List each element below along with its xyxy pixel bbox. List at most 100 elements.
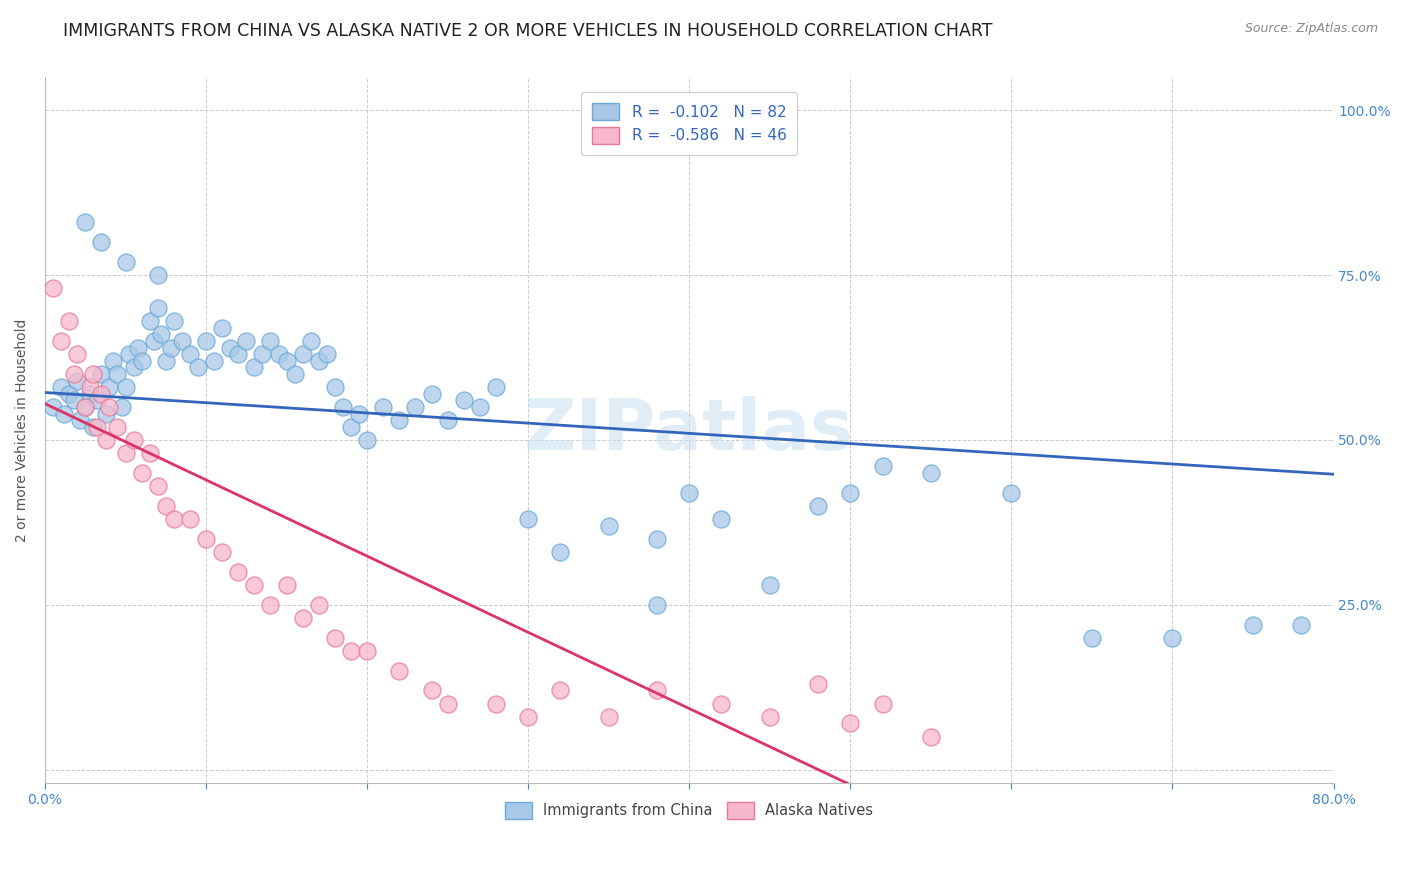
Point [49, 380, 72, 394]
Point [807, 677, 830, 691]
Point [920, 466, 942, 480]
Point [550, 683, 572, 698]
Text: IMMIGRANTS FROM CHINA VS ALASKA NATIVE 2 OR MORE VEHICLES IN HOUSEHOLD CORRELATI: IMMIGRANTS FROM CHINA VS ALASKA NATIVE 2… [63, 22, 993, 40]
Point [86, 419, 108, 434]
Point [259, 334, 281, 348]
Point [323, 380, 346, 394]
Point [98, 380, 121, 394]
Point [517, 512, 540, 526]
Legend: Immigrants from China, Alaska Natives: Immigrants from China, Alaska Natives [499, 797, 879, 825]
Point [58, 386, 80, 401]
Point [710, 697, 733, 711]
Point [226, 347, 249, 361]
Point [107, 419, 129, 434]
Text: Source: ZipAtlas.com: Source: ZipAtlas.com [1244, 22, 1378, 36]
Point [356, 433, 378, 447]
Point [485, 380, 508, 394]
Point [131, 354, 153, 368]
Point [155, 354, 177, 368]
Point [195, 334, 218, 348]
Point [226, 565, 249, 579]
Point [645, 683, 668, 698]
Point [63, 367, 86, 381]
Point [146, 301, 169, 315]
Point [332, 400, 354, 414]
Point [122, 360, 145, 375]
Point [211, 321, 233, 335]
Point [291, 611, 314, 625]
Point [96, 407, 118, 421]
Point [146, 268, 169, 282]
Point [243, 360, 266, 375]
Point [79, 380, 101, 394]
Point [678, 485, 700, 500]
Point [1161, 631, 1184, 645]
Point [436, 413, 458, 427]
Point [340, 419, 363, 434]
Point [347, 407, 370, 421]
Point [920, 730, 942, 744]
Point [82, 419, 104, 434]
Point [468, 400, 491, 414]
Point [323, 631, 346, 645]
Point [90, 367, 112, 381]
Point [195, 532, 218, 546]
Point [63, 393, 86, 408]
Point [308, 354, 330, 368]
Point [49, 334, 72, 348]
Point [127, 341, 149, 355]
Point [138, 446, 160, 460]
Point [118, 347, 141, 361]
Point [284, 367, 307, 381]
Point [53, 407, 76, 421]
Point [69, 413, 91, 427]
Point [75, 400, 97, 414]
Point [82, 367, 104, 381]
Point [138, 314, 160, 328]
Point [340, 644, 363, 658]
Point [66, 347, 89, 361]
Point [114, 446, 136, 460]
Point [114, 255, 136, 269]
Point [143, 334, 166, 348]
Point [90, 386, 112, 401]
Point [645, 532, 668, 546]
Point [179, 512, 201, 526]
Point [291, 347, 314, 361]
Point [276, 354, 298, 368]
Point [598, 710, 620, 724]
Point [598, 518, 620, 533]
Point [98, 400, 121, 414]
Point [149, 327, 172, 342]
Point [187, 360, 209, 375]
Point [170, 334, 193, 348]
Point [299, 334, 322, 348]
Point [42, 400, 65, 414]
Point [1000, 485, 1022, 500]
Point [308, 598, 330, 612]
Point [645, 598, 668, 612]
Point [315, 347, 337, 361]
Point [1291, 617, 1313, 632]
Point [122, 433, 145, 447]
Point [101, 354, 124, 368]
Point [404, 400, 426, 414]
Point [58, 314, 80, 328]
Point [90, 235, 112, 250]
Point [86, 393, 108, 408]
Point [146, 479, 169, 493]
Point [111, 400, 134, 414]
Point [420, 683, 443, 698]
Point [758, 710, 780, 724]
Point [179, 347, 201, 361]
Point [79, 386, 101, 401]
Y-axis label: 2 or more Vehicles in Household: 2 or more Vehicles in Household [15, 318, 30, 541]
Point [96, 433, 118, 447]
Point [163, 314, 186, 328]
Point [75, 400, 97, 414]
Point [155, 499, 177, 513]
Point [252, 347, 274, 361]
Point [356, 644, 378, 658]
Point [373, 400, 395, 414]
Point [1081, 631, 1104, 645]
